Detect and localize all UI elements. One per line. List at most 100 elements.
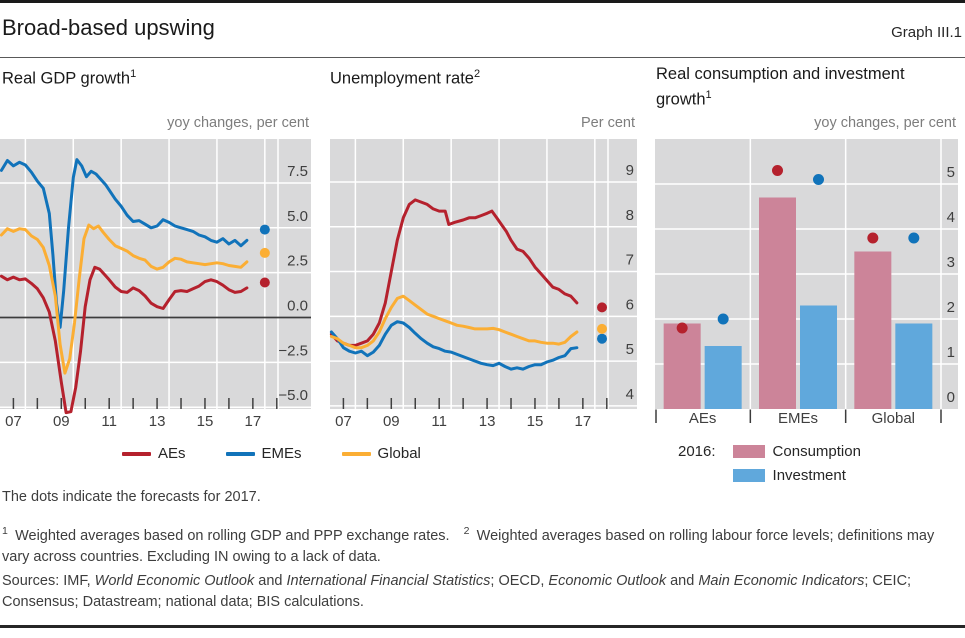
source-text: ; OECD, bbox=[490, 573, 549, 589]
bar-consumption-AEs bbox=[663, 323, 701, 409]
panel3-ytick-label: 4 bbox=[947, 209, 955, 226]
panel2-title-text: Unemployment rate bbox=[330, 69, 474, 88]
legend-item-emes: EMEs bbox=[225, 445, 302, 462]
panel1-xtick-label: 11 bbox=[101, 413, 117, 430]
source-text: ; CEIC; Consensus; Datastream; national … bbox=[2, 573, 912, 610]
aes-line-swatch bbox=[122, 451, 151, 456]
investment-swatch bbox=[732, 469, 765, 482]
emes-line-swatch bbox=[225, 451, 255, 456]
bar-consumption-EMEs bbox=[759, 197, 796, 409]
legend-item-investment: Investment bbox=[732, 467, 861, 484]
panel2-ytick-label: 9 bbox=[626, 162, 634, 179]
source-text: Sources: IMF, bbox=[2, 573, 95, 589]
panel1-line-AEs bbox=[0, 265, 249, 415]
panel1-ytick-label: 0.0 bbox=[287, 298, 308, 315]
panel1-xtick-label: 07 bbox=[5, 413, 22, 430]
panel3-category-label: EMEs bbox=[778, 410, 818, 427]
panel2-title: Unemployment rate2 bbox=[330, 64, 630, 90]
panel2-ytick-label: 7 bbox=[626, 252, 634, 269]
panel3-ytick-label: 5 bbox=[947, 164, 955, 181]
panel2-xtick-label: 15 bbox=[527, 413, 544, 430]
panel1-xtick-label: 13 bbox=[149, 413, 166, 430]
panel2-xtick-label: 11 bbox=[431, 413, 447, 430]
footnotes: 1 Weighted averages based on rolling GDP… bbox=[2, 525, 935, 565]
panel2-plot-area bbox=[330, 139, 637, 409]
bar-legend-rows: Consumption Investment bbox=[732, 443, 861, 484]
consumption-swatch bbox=[732, 445, 765, 458]
source-publication: Main Economic Indicators bbox=[698, 573, 865, 589]
panel2-forecast-dot-AEs bbox=[597, 302, 608, 313]
panel3-category-label: AEs bbox=[689, 410, 717, 427]
source-publication: Economic Outlook bbox=[548, 573, 667, 589]
legend-item-global: Global bbox=[341, 445, 421, 462]
panel1-title-text: Real GDP growth bbox=[2, 69, 131, 88]
forecast-dot-consumption-EMEs bbox=[772, 165, 783, 176]
source-text: and bbox=[254, 573, 287, 589]
panel2-line-AEs bbox=[329, 198, 579, 347]
forecast-dots-note: The dots indicate the forecasts for 2017… bbox=[2, 489, 261, 505]
panel1-unit-label: yoy changes, per cent bbox=[167, 115, 309, 131]
forecast-dot-investment-AEs bbox=[717, 313, 729, 325]
panel2-ytick-label: 8 bbox=[626, 207, 634, 224]
title-rule bbox=[0, 57, 965, 58]
panel1-title-footnote-ref: 1 bbox=[130, 68, 137, 80]
legend-label-consumption: Consumption bbox=[772, 443, 861, 460]
panel1-line-EMEs bbox=[0, 158, 249, 329]
line-legend: AEs EMEs Global bbox=[122, 445, 421, 462]
panel2-forecast-dot-Global bbox=[597, 323, 608, 334]
panel3-ytick-label: 1 bbox=[947, 344, 955, 361]
panel2-forecast-dot-EMEs bbox=[597, 333, 608, 344]
bar-legend: 2016: Consumption Investment bbox=[678, 443, 861, 484]
panel3-ytick-label: 3 bbox=[947, 254, 955, 271]
panel1-xtick-label: 09 bbox=[53, 413, 70, 430]
panel2-ytick-label: 4 bbox=[626, 386, 634, 403]
panel2-line-EMEs bbox=[329, 320, 579, 371]
panel1-title: Real GDP growth1 bbox=[2, 64, 302, 90]
sources-note: Sources: IMF, World Economic Outlook and… bbox=[2, 571, 962, 613]
forecast-dot-consumption-AEs bbox=[676, 322, 688, 334]
panel1-ytick-label: 5.0 bbox=[287, 208, 308, 225]
bar-investment-EMEs bbox=[800, 305, 837, 409]
page-title: Broad-based upswing bbox=[2, 15, 215, 40]
forecast-dot-consumption-Global bbox=[867, 232, 879, 244]
legend-label-investment: Investment bbox=[772, 467, 846, 484]
panel1-ytick-label: 2.5 bbox=[287, 253, 308, 270]
panel3-title-footnote-ref: 1 bbox=[705, 89, 712, 101]
bar-investment-Global bbox=[895, 323, 933, 409]
legend-label-emes: EMEs bbox=[261, 445, 302, 462]
panel3-title: Real consumption and investment growth1 bbox=[656, 64, 956, 111]
panel2-xtick-label: 07 bbox=[335, 413, 352, 430]
panel1-xtick-label: 15 bbox=[197, 413, 214, 430]
forecast-dot-investment-Global bbox=[908, 232, 920, 244]
panel1-forecast-dot-EMEs bbox=[259, 224, 270, 235]
panel1-ytick-label: 7.5 bbox=[287, 163, 308, 180]
panel2-ytick-label: 6 bbox=[626, 296, 634, 313]
global-line-swatch bbox=[341, 451, 371, 456]
panel2-xtick-label: 09 bbox=[383, 413, 400, 430]
source-publication: World Economic Outlook bbox=[94, 573, 255, 589]
legend-item-aes: AEs bbox=[122, 445, 186, 462]
bottom-rule bbox=[0, 625, 965, 628]
panel3-unit-label: yoy changes, per cent bbox=[814, 115, 956, 131]
legend-item-consumption: Consumption bbox=[732, 443, 861, 460]
source-publication: International Financial Statistics bbox=[286, 573, 491, 589]
panel3-ytick-label: 2 bbox=[947, 299, 955, 316]
panel1-forecast-dot-Global bbox=[259, 247, 270, 258]
panel2-title-footnote-ref: 2 bbox=[473, 68, 481, 80]
panel3-category-label: Global bbox=[872, 410, 915, 427]
panel1-ytick-label: −5.0 bbox=[278, 387, 308, 404]
footnote-sup-2: 2 bbox=[463, 525, 470, 538]
panel2-unit-label: Per cent bbox=[581, 115, 635, 131]
bar-consumption-Global bbox=[854, 251, 892, 409]
graph-number-label: Graph III.1 bbox=[891, 24, 962, 41]
forecast-dot-investment-EMEs bbox=[813, 174, 824, 185]
bar-investment-AEs bbox=[704, 346, 742, 409]
legend-label-global: Global bbox=[377, 445, 421, 462]
panel2-xtick-label: 13 bbox=[479, 413, 496, 430]
panel1-xtick-label: 17 bbox=[245, 413, 262, 430]
panel2-xtick-label: 17 bbox=[575, 413, 592, 430]
footnote-sup-1: 1 bbox=[2, 525, 8, 538]
panel2-line-Global bbox=[329, 294, 579, 350]
